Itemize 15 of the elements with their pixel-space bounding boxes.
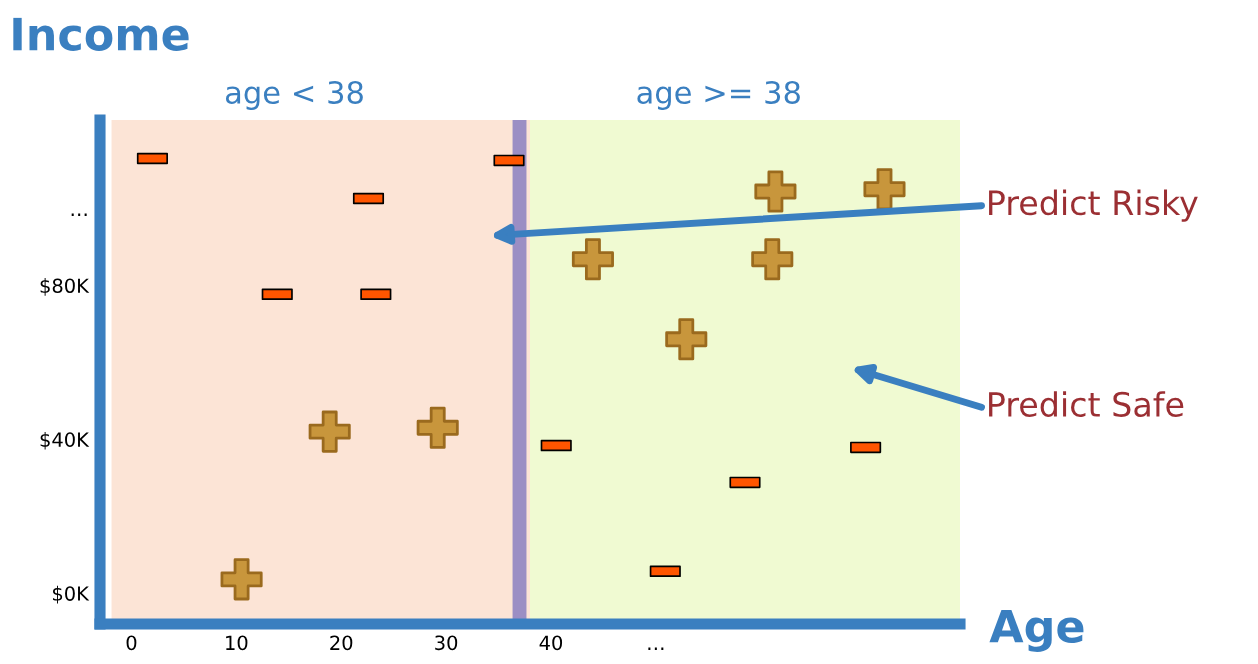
x-axis-title: Age xyxy=(989,609,1084,652)
text: Predict Safe xyxy=(989,391,1184,417)
x-tick-label: 30 xyxy=(435,635,458,651)
band-label: age >= 38 xyxy=(637,80,800,110)
x-tick-label: 0 xyxy=(126,635,137,651)
x-tick-label: 10 xyxy=(226,635,248,651)
y-tick-label: $80K xyxy=(40,278,90,296)
x-tick-label: … xyxy=(648,647,664,650)
y-axis-title: Income xyxy=(13,17,189,51)
x-tick-label: 20 xyxy=(330,635,353,651)
band-label: age < 38 xyxy=(225,80,363,110)
y-tick-label: $0K xyxy=(53,585,90,604)
text: Predict Risky xyxy=(989,189,1198,222)
y-tick-label: $40K xyxy=(40,431,90,450)
x-tick-label: 40 xyxy=(539,635,563,651)
